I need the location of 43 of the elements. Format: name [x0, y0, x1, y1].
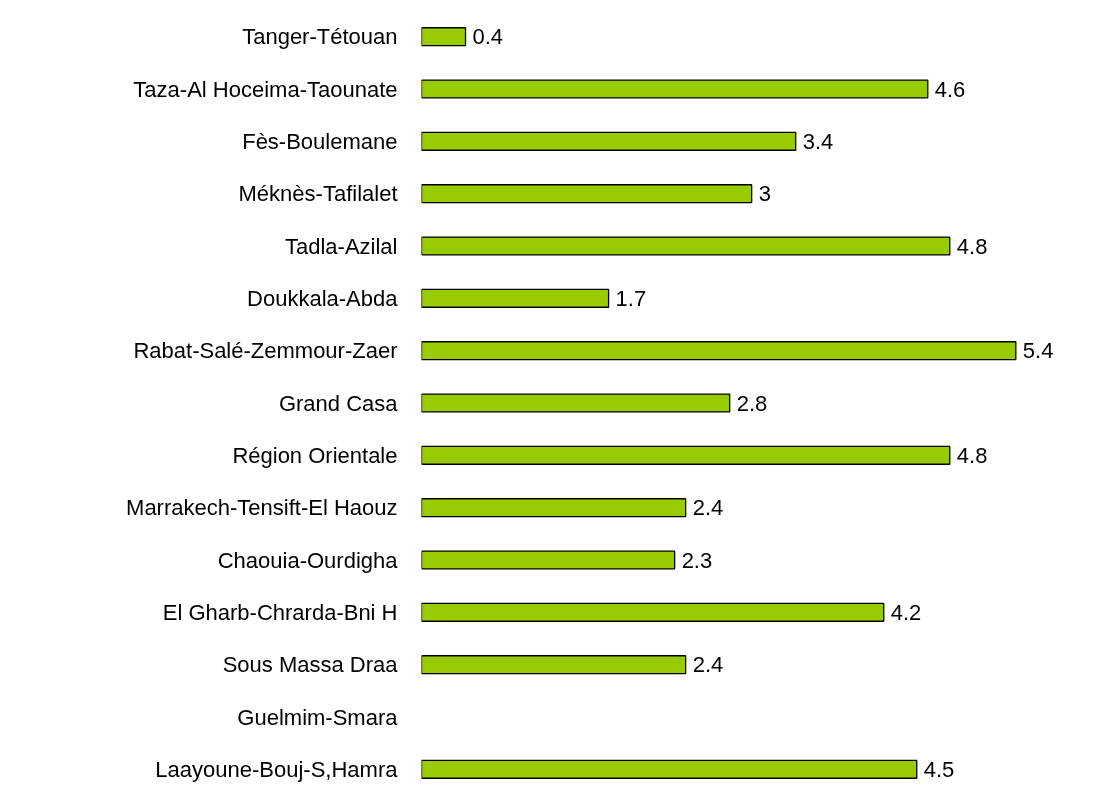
y-tick-label: Chaouia-Ourdigha	[217, 547, 399, 573]
data-label: 5.4	[1022, 338, 1054, 364]
y-tick-label: Rabat-Salé-Zemmour-Zaer	[133, 338, 398, 364]
data-label: 4.8	[956, 442, 988, 468]
y-tick-label: Taza-Al Hoceima-Taounate	[133, 76, 398, 102]
bar	[421, 184, 753, 204]
bar	[421, 79, 929, 99]
y-tick-label: Fès-Boulemane	[242, 128, 398, 154]
bar	[421, 655, 687, 675]
bar	[421, 550, 676, 570]
data-label: 3.4	[802, 128, 834, 154]
y-tick-label: Guelmim-Smara	[237, 704, 399, 730]
data-label: 1.7	[615, 285, 647, 311]
data-label: 2.8	[736, 390, 768, 416]
y-tick-label: Grand Casa	[278, 390, 399, 416]
y-tick-label: Tanger-Tétouan	[242, 24, 398, 50]
data-label: 0.4	[472, 24, 504, 50]
y-tick-label: Région Orientale	[232, 442, 398, 468]
data-label: 2.4	[692, 652, 724, 678]
y-tick-label: Laayoune-Bouj-S,Hamra	[155, 756, 399, 782]
data-label: 3	[758, 181, 771, 207]
y-tick-label: Sous Massa Draa	[222, 652, 399, 678]
bar	[421, 759, 918, 779]
y-tick-label: Marrakech-Tensift-El Haouz	[126, 495, 398, 521]
y-tick-label: Doukkala-Abda	[247, 285, 399, 311]
bar	[421, 27, 467, 47]
bar	[421, 236, 951, 256]
y-tick-label: Tadla-Azilal	[285, 233, 398, 259]
data-label: 4.2	[890, 599, 922, 625]
data-label: 4.5	[923, 756, 955, 782]
bar	[421, 602, 885, 622]
bar	[421, 498, 687, 518]
data-label: 4.8	[956, 233, 988, 259]
data-label: 4.6	[934, 76, 966, 102]
bar	[421, 445, 951, 465]
bar	[421, 341, 1017, 361]
bar	[421, 131, 797, 151]
bar	[421, 393, 731, 413]
data-label: 2.3	[681, 547, 713, 573]
bar	[421, 288, 610, 308]
data-label: 2.4	[692, 495, 724, 521]
y-tick-label: Méknès-Tafilalet	[238, 181, 398, 207]
y-tick-label: El Gharb-Chrarda-Bni H	[162, 599, 398, 625]
